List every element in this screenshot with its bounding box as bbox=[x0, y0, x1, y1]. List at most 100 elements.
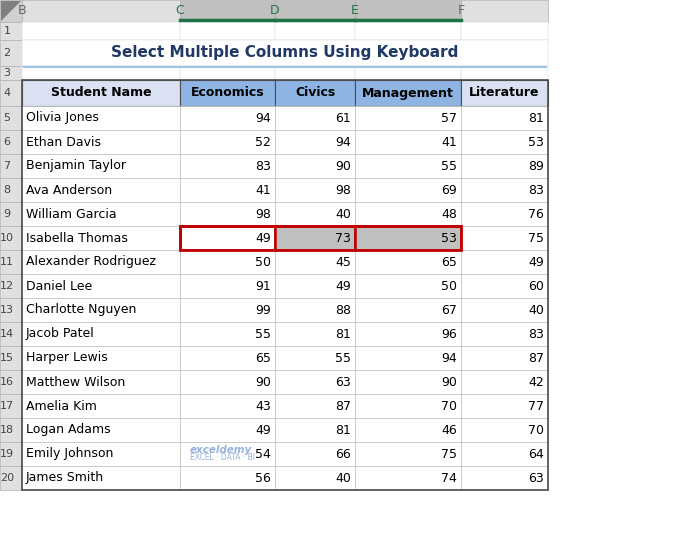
Text: 64: 64 bbox=[528, 447, 544, 461]
Text: EXCEL · DATA · BI: EXCEL · DATA · BI bbox=[190, 453, 255, 462]
Bar bbox=[0, 466, 22, 490]
Text: 4: 4 bbox=[3, 88, 10, 98]
Text: 20: 20 bbox=[0, 473, 14, 483]
Text: 87: 87 bbox=[335, 399, 351, 413]
Bar bbox=[180, 322, 275, 346]
Polygon shape bbox=[1, 1, 21, 21]
Text: 49: 49 bbox=[528, 256, 544, 268]
Bar bbox=[461, 466, 548, 490]
Bar bbox=[275, 274, 355, 298]
Text: 48: 48 bbox=[441, 208, 457, 220]
Text: 89: 89 bbox=[528, 159, 544, 172]
Text: 41: 41 bbox=[441, 136, 457, 149]
Bar bbox=[461, 442, 548, 466]
Text: 40: 40 bbox=[335, 208, 351, 220]
Bar bbox=[0, 298, 22, 322]
Bar bbox=[22, 80, 548, 490]
Bar bbox=[0, 202, 22, 226]
Text: Ava Anderson: Ava Anderson bbox=[26, 183, 112, 197]
Text: Literature: Literature bbox=[469, 87, 540, 100]
Bar bbox=[275, 250, 355, 274]
Text: Management: Management bbox=[362, 87, 454, 100]
Text: 55: 55 bbox=[441, 159, 457, 172]
Text: Amelia Kim: Amelia Kim bbox=[26, 399, 97, 413]
Bar bbox=[355, 466, 461, 490]
Bar bbox=[180, 106, 275, 130]
Bar bbox=[275, 466, 355, 490]
Text: Daniel Lee: Daniel Lee bbox=[26, 279, 92, 293]
Text: 41: 41 bbox=[255, 183, 271, 197]
Bar bbox=[0, 22, 22, 40]
Bar bbox=[180, 466, 275, 490]
Text: Emily Johnson: Emily Johnson bbox=[26, 447, 113, 461]
Bar bbox=[461, 80, 548, 106]
Bar bbox=[355, 394, 461, 418]
Bar bbox=[180, 442, 275, 466]
Text: James Smith: James Smith bbox=[26, 472, 104, 484]
Text: 12: 12 bbox=[0, 281, 14, 291]
Bar bbox=[275, 370, 355, 394]
Bar bbox=[22, 346, 180, 370]
Text: D: D bbox=[270, 4, 280, 18]
Bar bbox=[355, 80, 461, 106]
Bar bbox=[355, 346, 461, 370]
Text: 17: 17 bbox=[0, 401, 14, 411]
Text: Charlotte Nguyen: Charlotte Nguyen bbox=[26, 304, 136, 316]
Text: 90: 90 bbox=[255, 375, 271, 388]
Text: 45: 45 bbox=[335, 256, 351, 268]
Text: 46: 46 bbox=[441, 424, 457, 436]
Text: 55: 55 bbox=[335, 352, 351, 365]
Text: 16: 16 bbox=[0, 377, 14, 387]
Bar bbox=[275, 298, 355, 322]
Text: 99: 99 bbox=[255, 304, 271, 316]
Text: 65: 65 bbox=[255, 352, 271, 365]
Bar bbox=[22, 298, 180, 322]
Text: William Garcia: William Garcia bbox=[26, 208, 117, 220]
Bar bbox=[180, 80, 275, 106]
Text: 94: 94 bbox=[441, 352, 457, 365]
Bar bbox=[180, 130, 275, 154]
Text: 61: 61 bbox=[335, 111, 351, 125]
Text: 43: 43 bbox=[255, 399, 271, 413]
Bar bbox=[180, 250, 275, 274]
Bar bbox=[22, 80, 180, 106]
Bar bbox=[22, 0, 180, 22]
Text: 75: 75 bbox=[528, 231, 544, 245]
Bar bbox=[461, 250, 548, 274]
Text: 74: 74 bbox=[441, 472, 457, 484]
Text: 63: 63 bbox=[335, 375, 351, 388]
Bar bbox=[461, 202, 548, 226]
Bar bbox=[355, 370, 461, 394]
Bar bbox=[275, 442, 355, 466]
Text: 8: 8 bbox=[3, 185, 10, 195]
Bar bbox=[355, 250, 461, 274]
Text: 13: 13 bbox=[0, 305, 14, 315]
Bar bbox=[180, 226, 275, 250]
Text: 96: 96 bbox=[441, 327, 457, 341]
Text: 53: 53 bbox=[441, 231, 457, 245]
Bar bbox=[461, 0, 548, 22]
Bar bbox=[22, 154, 180, 178]
Text: Benjamin Taylor: Benjamin Taylor bbox=[26, 159, 126, 172]
Text: Logan Adams: Logan Adams bbox=[26, 424, 110, 436]
Bar bbox=[275, 202, 355, 226]
Bar bbox=[355, 178, 461, 202]
Bar bbox=[22, 226, 180, 250]
Bar bbox=[180, 274, 275, 298]
Text: 76: 76 bbox=[528, 208, 544, 220]
Bar bbox=[22, 274, 180, 298]
Bar bbox=[180, 154, 275, 178]
Text: Harper Lewis: Harper Lewis bbox=[26, 352, 107, 365]
Bar bbox=[180, 298, 275, 322]
Bar bbox=[0, 226, 22, 250]
Bar bbox=[0, 394, 22, 418]
Bar bbox=[0, 154, 22, 178]
Bar bbox=[355, 274, 461, 298]
Bar bbox=[461, 346, 548, 370]
Text: 81: 81 bbox=[335, 424, 351, 436]
Text: 98: 98 bbox=[335, 183, 351, 197]
Bar bbox=[22, 202, 180, 226]
Bar bbox=[461, 322, 548, 346]
Text: 81: 81 bbox=[335, 327, 351, 341]
Bar bbox=[0, 250, 22, 274]
